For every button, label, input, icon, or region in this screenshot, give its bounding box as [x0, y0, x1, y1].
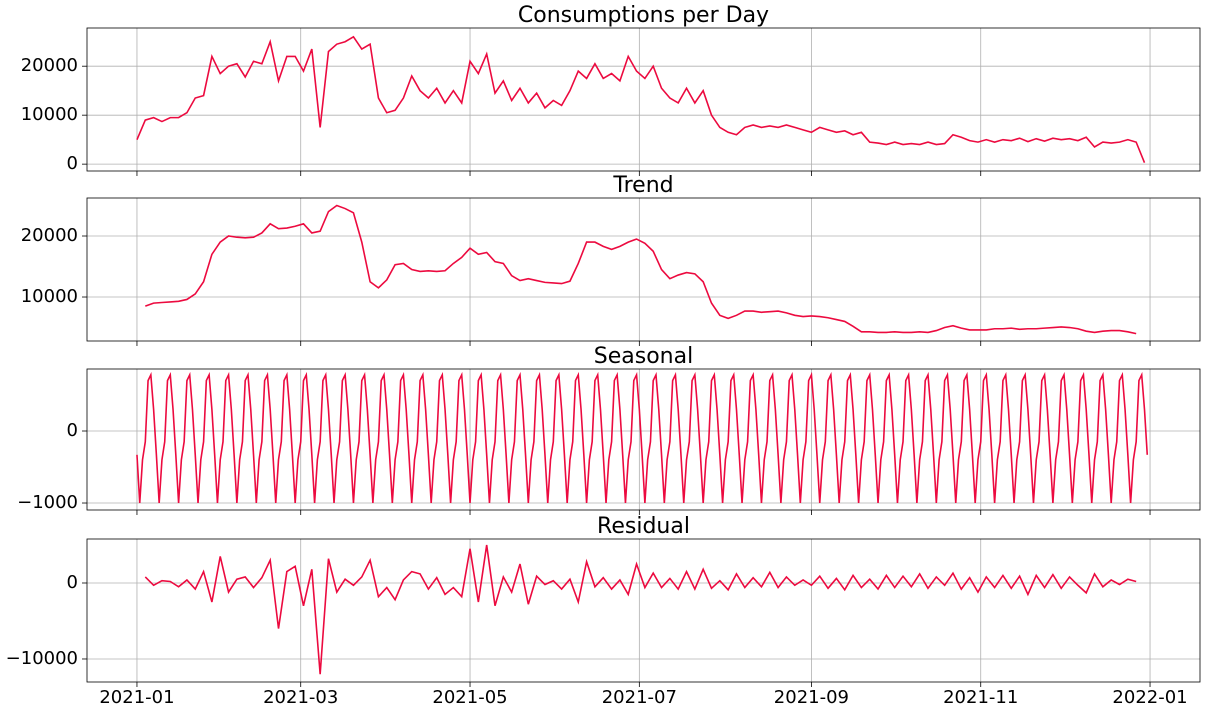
- chart-title: Consumptions per Day: [518, 3, 769, 28]
- data-line: [144, 544, 1137, 675]
- axes-frame: [86, 197, 1201, 342]
- x-tick-label: 2021-11: [943, 687, 1018, 708]
- y-tick-label: 0: [67, 153, 78, 174]
- x-tick-label: 2022-01: [1112, 687, 1187, 708]
- axes-frame: [86, 538, 1201, 683]
- chart-title: Seasonal: [594, 344, 693, 369]
- y-tick-label: −1000: [17, 492, 78, 513]
- chart-title: Trend: [612, 173, 673, 198]
- data-line: [136, 35, 1146, 163]
- x-tick-label: 2021-03: [263, 687, 338, 708]
- y-tick-label: 20000: [21, 55, 78, 76]
- axes-frame: [86, 27, 1201, 172]
- y-tick-label: 10000: [21, 104, 78, 125]
- y-tick-label: −10000: [6, 648, 78, 669]
- x-tick-label: 2021-01: [99, 687, 174, 708]
- chart-title: Residual: [597, 514, 690, 539]
- x-tick-label: 2021-05: [432, 687, 507, 708]
- y-tick-label: 0: [67, 572, 78, 593]
- x-tick-label: 2021-07: [602, 687, 677, 708]
- data-line: [145, 204, 1137, 335]
- y-tick-label: 0: [67, 420, 78, 441]
- y-tick-label: 20000: [21, 225, 78, 246]
- x-tick-label: 2021-09: [774, 687, 849, 708]
- data-line: [136, 371, 1149, 504]
- y-tick-label: 10000: [21, 286, 78, 307]
- axes-frame: [86, 368, 1201, 511]
